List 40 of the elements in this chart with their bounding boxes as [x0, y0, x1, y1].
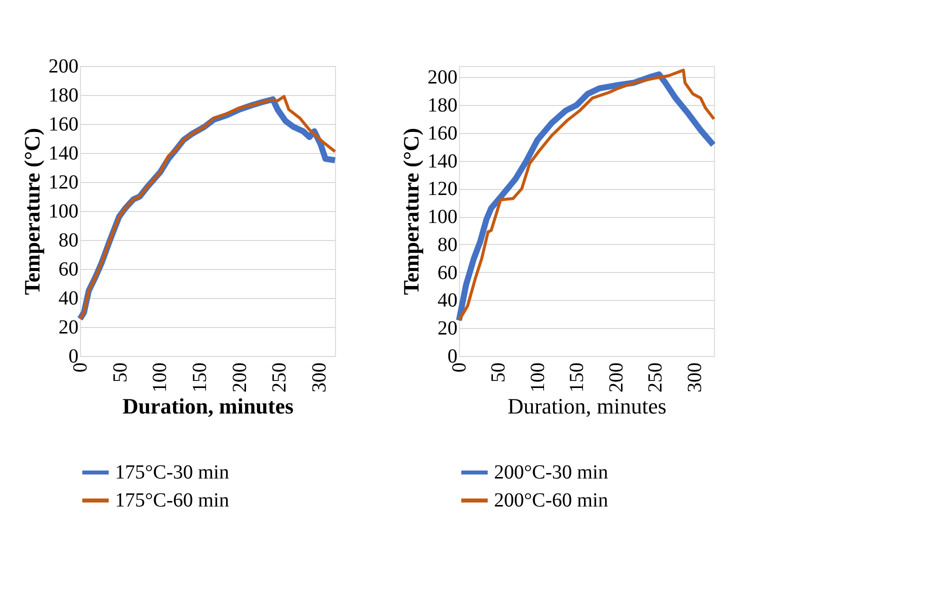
y-tick-label: 100: [48, 200, 78, 222]
x-tick-label: 150: [566, 362, 588, 392]
y-tick-label: 40: [438, 290, 458, 312]
y-tick-label: 20: [438, 318, 458, 340]
legend-label: 200°C-30 min: [494, 462, 608, 484]
y-tick-label: 180: [428, 94, 458, 117]
y-tick-label: 80: [438, 234, 458, 256]
x-tick-label: 250: [268, 362, 291, 392]
x-tick-label: 200: [605, 362, 628, 392]
x-tick-label: 50: [488, 362, 510, 382]
y-tick-label: 20: [58, 316, 78, 338]
y-tick-label: 120: [48, 172, 78, 194]
x-tick-label: 100: [526, 362, 549, 392]
x-axis-title: Duration, minutes: [508, 394, 666, 418]
x-tick-label: 100: [149, 362, 172, 392]
y-axis-title: Temperature (°C): [20, 128, 44, 296]
y-tick-label: 100: [428, 206, 458, 228]
x-tick-label: 150: [189, 362, 212, 392]
legend-label: 175°C-30 min: [115, 462, 230, 484]
y-tick-label: 60: [438, 262, 458, 284]
y-tick-label: 140: [428, 150, 458, 172]
x-tick-label: 200: [228, 362, 251, 392]
y-tick-label: 120: [428, 178, 458, 200]
y-tick-label: 160: [428, 122, 458, 144]
x-tick-label: 300: [308, 362, 331, 392]
y-tick-label: 40: [58, 288, 78, 310]
y-tick-label: 160: [48, 114, 78, 136]
y-tick-label: 60: [58, 258, 78, 280]
x-tick-label: 300: [684, 362, 706, 392]
legend-label: 175°C-60 min: [115, 490, 230, 512]
y-tick-label: 200: [48, 56, 78, 78]
y-tick-label: 180: [48, 84, 78, 106]
y-tick-label: 80: [58, 230, 78, 252]
y-tick-label: 140: [48, 142, 78, 164]
x-tick-label: 50: [109, 362, 132, 382]
x-tick-label: 250: [644, 362, 667, 392]
x-axis-title: Duration, minutes: [122, 394, 294, 418]
y-tick-label: 200: [428, 66, 458, 89]
legend-label: 200°C-60 min: [494, 490, 608, 512]
y-axis-title: Temperature (°C): [398, 128, 424, 296]
